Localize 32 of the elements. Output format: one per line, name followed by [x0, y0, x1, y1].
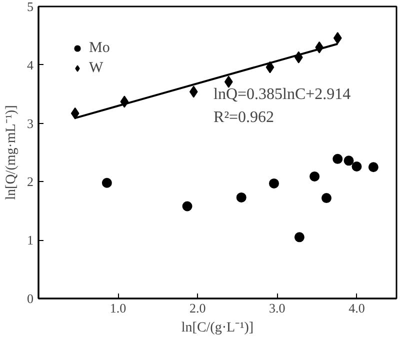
y-tick-label: 1 — [27, 232, 34, 248]
annotation: lnQ=0.385lnC+2.914 — [214, 86, 351, 103]
y-axis-title: ln[Q/(mg·mL⁻¹)] — [4, 105, 19, 200]
point — [352, 162, 362, 172]
point — [333, 32, 342, 44]
x-axis-title: ln[C/(g·L⁻¹)] — [181, 320, 254, 336]
y-tick-label: 3 — [27, 116, 34, 131]
y-tick-label: 4 — [27, 57, 34, 72]
point — [321, 193, 332, 204]
point — [266, 61, 274, 74]
x-tick-label: 3.0 — [269, 300, 286, 316]
x-tick-label: 2.0 — [189, 300, 206, 316]
point — [294, 232, 304, 242]
point — [236, 192, 246, 202]
legend-label: Mo — [89, 40, 110, 56]
x-tick-label: 1.0 — [110, 300, 126, 316]
y-tick-label: 2 — [27, 174, 34, 190]
annotation: R²=0.962 — [214, 109, 274, 126]
point — [102, 178, 112, 188]
point — [189, 86, 198, 98]
point — [310, 171, 320, 182]
point — [332, 154, 343, 164]
point — [182, 201, 192, 212]
point — [344, 156, 354, 166]
y-tick-label: 0 — [27, 291, 34, 306]
point — [70, 107, 80, 120]
point — [268, 178, 279, 188]
y-tick-label: 5 — [27, 0, 34, 14]
legend-label: W — [89, 60, 104, 76]
point — [224, 76, 233, 88]
x-tick-label: 4.0 — [348, 300, 365, 316]
point — [368, 162, 378, 172]
